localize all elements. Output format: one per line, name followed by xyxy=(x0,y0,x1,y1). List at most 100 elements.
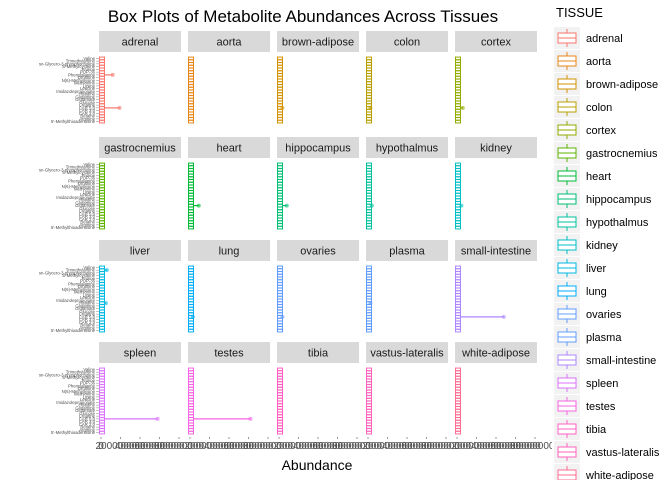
box-car-3-0 xyxy=(366,317,372,322)
y-tick-label-glutamine: Glutamine xyxy=(75,303,95,308)
box-imidazolepropionate xyxy=(455,400,461,405)
y-tick-label-lysine: Lysine xyxy=(83,189,96,194)
legend-label: liver xyxy=(586,263,607,275)
box-car-3-0 xyxy=(99,317,105,322)
box-valine xyxy=(455,265,461,270)
facet-label: hippocampus xyxy=(285,143,351,155)
y-tick-label-phenylalanine: Phenylalanine xyxy=(68,72,96,77)
y-tick-label-leucine: Leucine xyxy=(80,86,96,91)
box-car-3-0 xyxy=(188,214,194,219)
legend-item-small-intestine: small-intestine xyxy=(554,349,656,371)
box-imidazolepropionate xyxy=(366,195,372,200)
box-arginine xyxy=(277,117,283,121)
facet-label: ovaries xyxy=(300,246,336,258)
box-s-methylcysteine xyxy=(277,64,283,69)
box-proline xyxy=(366,378,372,383)
facet-grid: adrenalValineTrimethylaminesn-Glycero-3-… xyxy=(39,31,560,452)
facet-label: adrenal xyxy=(122,37,159,49)
box-car-2-0 xyxy=(188,422,194,427)
box-lysine xyxy=(277,395,283,399)
box-creatine xyxy=(455,103,461,107)
box-s-methylcysteine xyxy=(366,375,372,380)
y-tick-label-glucose: Glucose xyxy=(79,411,95,416)
box-betaine xyxy=(188,220,194,224)
box-betaine xyxy=(277,114,283,118)
box-pop-36 xyxy=(99,176,105,180)
box-lysine xyxy=(188,190,194,194)
box-leucine xyxy=(277,397,283,402)
box-phenylalanine xyxy=(188,179,194,183)
box-lysine xyxy=(277,84,283,88)
box-n-6-methyllysine xyxy=(188,287,194,292)
box-glucose xyxy=(277,206,283,211)
box-car-5-0 xyxy=(366,212,372,216)
box-ornithine xyxy=(99,181,105,186)
box-car-2-0 xyxy=(99,422,105,427)
y-tick-label-n-6-methyllysine: N(6)-Methyllysine xyxy=(62,287,96,292)
legend-item-hippocampus: hippocampus xyxy=(554,188,652,210)
box-imidazolepropionate xyxy=(277,298,283,303)
box-car-3-0 xyxy=(455,419,461,424)
y-tick-label-sn-glycero-3-phosphocholine: sn-Glycero-3-phosphocholine xyxy=(39,61,96,66)
legend-item-lung: lung xyxy=(554,280,607,302)
x-tick-label: 600000000 xyxy=(312,441,362,452)
box-arginine xyxy=(366,428,372,432)
x-tick-label: 200000000 xyxy=(184,441,234,452)
box-glucose xyxy=(277,309,283,314)
legend-label: spleen xyxy=(586,378,618,390)
box-phenylalanine xyxy=(366,179,372,183)
box-glucose xyxy=(99,100,105,105)
box-pop-36 xyxy=(277,176,283,180)
box-methionine xyxy=(277,81,283,85)
facet-small-intestine: small-intestine xyxy=(455,240,537,333)
box-valine xyxy=(455,367,461,372)
box-leucine xyxy=(366,192,372,197)
box-pop-36 xyxy=(455,70,461,74)
box-arginine xyxy=(277,326,283,330)
box-car-3-0 xyxy=(366,214,372,219)
box-arginine xyxy=(366,117,372,121)
box-proline xyxy=(99,276,105,281)
y-tick-label-car-3-0: CAR 3:0 xyxy=(79,419,96,424)
box-sn-glycero-3-phosphocholine xyxy=(366,271,372,275)
box-proline xyxy=(99,67,105,72)
box-proline xyxy=(366,67,372,72)
box-valine xyxy=(455,56,461,61)
y-tick-label-phenylalanine: Phenylalanine xyxy=(68,281,96,286)
box-car-2-0 xyxy=(277,111,283,116)
outlier-point xyxy=(280,105,285,110)
y-tick-label-arginine: Arginine xyxy=(79,116,95,121)
box-pop-36 xyxy=(277,70,283,74)
box-glutamine xyxy=(277,304,283,308)
y-tick-label-arginine: Arginine xyxy=(79,427,95,432)
box-phenylalanine xyxy=(188,282,194,286)
box-glutamine xyxy=(366,406,372,410)
y-tick-label-sn-glycero-3-phosphocholine: sn-Glycero-3-phosphocholine xyxy=(39,372,96,377)
box-n-6-methyllysine xyxy=(277,389,283,394)
box-phenylalanine xyxy=(366,384,372,388)
y-tick-label-creatine: Creatine xyxy=(79,103,96,108)
legend-label: heart xyxy=(586,171,611,183)
box-betaine xyxy=(455,323,461,327)
facet-white-adipose: white-adipose 020000000040000000060000000… xyxy=(451,342,560,452)
box-arginine xyxy=(99,223,105,227)
y-tick-label-sn-glycero-3-phosphocholine: sn-Glycero-3-phosphocholine xyxy=(39,167,96,172)
box-car-5-0 xyxy=(188,106,194,110)
facet-strip xyxy=(277,240,359,261)
box-5-methylthioadenosine xyxy=(455,225,461,230)
y-tick-label-valine: Valine xyxy=(83,367,95,372)
box-glutamine xyxy=(99,201,105,205)
box-n-6-methyllysine xyxy=(277,184,283,189)
box-sn-glycero-3-phosphocholine xyxy=(455,373,461,377)
box-ornithine xyxy=(366,284,372,289)
box-leucine xyxy=(366,86,372,91)
box-leucine xyxy=(188,397,194,402)
x-tick-label: 800000000 xyxy=(243,441,293,452)
box-glutamine xyxy=(455,95,461,99)
box-trimethylamine xyxy=(366,59,372,63)
legend-item-hypothalmus: hypothalmus xyxy=(554,211,649,233)
box-betaine xyxy=(277,323,283,327)
box-valine xyxy=(366,162,372,167)
facet-testes: testes0200000000400000000600000000800000… xyxy=(184,342,293,452)
x-tick-label: 0 xyxy=(365,441,371,452)
